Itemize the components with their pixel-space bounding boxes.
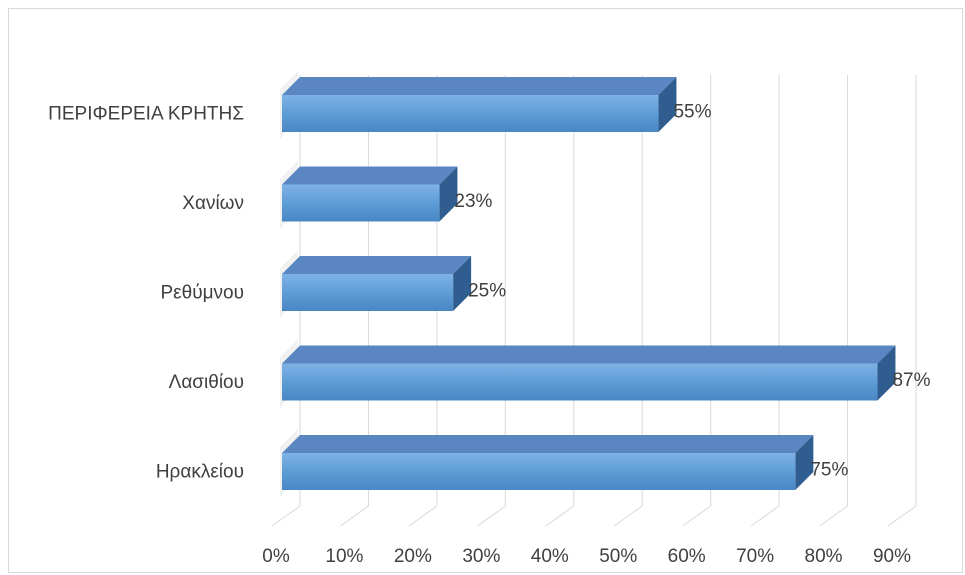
gridline-floor (750, 505, 780, 527)
labels: 0% 10% 20% 30% 40% 50% 60% 70% 80% 90% 55% ΠΕΡΙΦΕΡΕ… (48, 102, 930, 568)
bar (282, 95, 659, 132)
gridline-floor (613, 505, 643, 527)
x-tick-label: 0% (262, 546, 290, 567)
category-label: Λασιθίου (169, 372, 244, 393)
bar-side-face (795, 435, 814, 490)
category-label: Ρεθύμνου (160, 283, 244, 304)
x-tick-label: 20% (394, 546, 432, 567)
bar-top-face (282, 435, 814, 453)
data-label: 25% (468, 281, 506, 302)
bar-side-face (439, 166, 458, 222)
gridline-floor (682, 505, 711, 527)
category-label: Χανίων (182, 193, 244, 214)
bar (282, 363, 878, 401)
data-label: 55% (673, 102, 711, 123)
category-label: ΠΕΡΙΦΕΡΕΙΑ ΚΡΗΤΗΣ (48, 104, 244, 125)
x-tick-label: 60% (668, 546, 706, 567)
bar (282, 184, 440, 222)
bar (282, 274, 454, 311)
bars (282, 77, 896, 490)
bar-top-face (282, 256, 472, 274)
x-tick-label: 80% (805, 546, 843, 567)
bar-side-face (453, 256, 472, 311)
data-label: 75% (810, 460, 848, 481)
bar-side-face (877, 345, 896, 401)
x-tick-label: 90% (873, 546, 911, 567)
bar-side-face (658, 77, 677, 132)
gridline-floor (545, 505, 575, 527)
data-label: 87% (892, 370, 930, 391)
gridline-floor (271, 505, 301, 527)
category-label: Ηρακλείου (156, 462, 244, 483)
bar (282, 453, 796, 490)
x-tick-label: 50% (599, 546, 637, 567)
gridline-floor (477, 505, 506, 527)
x-tick-label: 40% (531, 546, 569, 567)
x-tick-label: 10% (325, 546, 363, 567)
gridline-floor (819, 505, 848, 527)
data-label: 23% (454, 191, 492, 212)
gridline-floor (408, 505, 438, 527)
bar-top-face (282, 166, 458, 185)
bar-top-face (282, 345, 896, 364)
x-tick-label: 70% (736, 546, 774, 567)
bar-top-face (282, 77, 677, 95)
gridline-floor (887, 505, 917, 527)
x-tick-label: 30% (462, 546, 500, 567)
gridline-floor (340, 505, 369, 527)
